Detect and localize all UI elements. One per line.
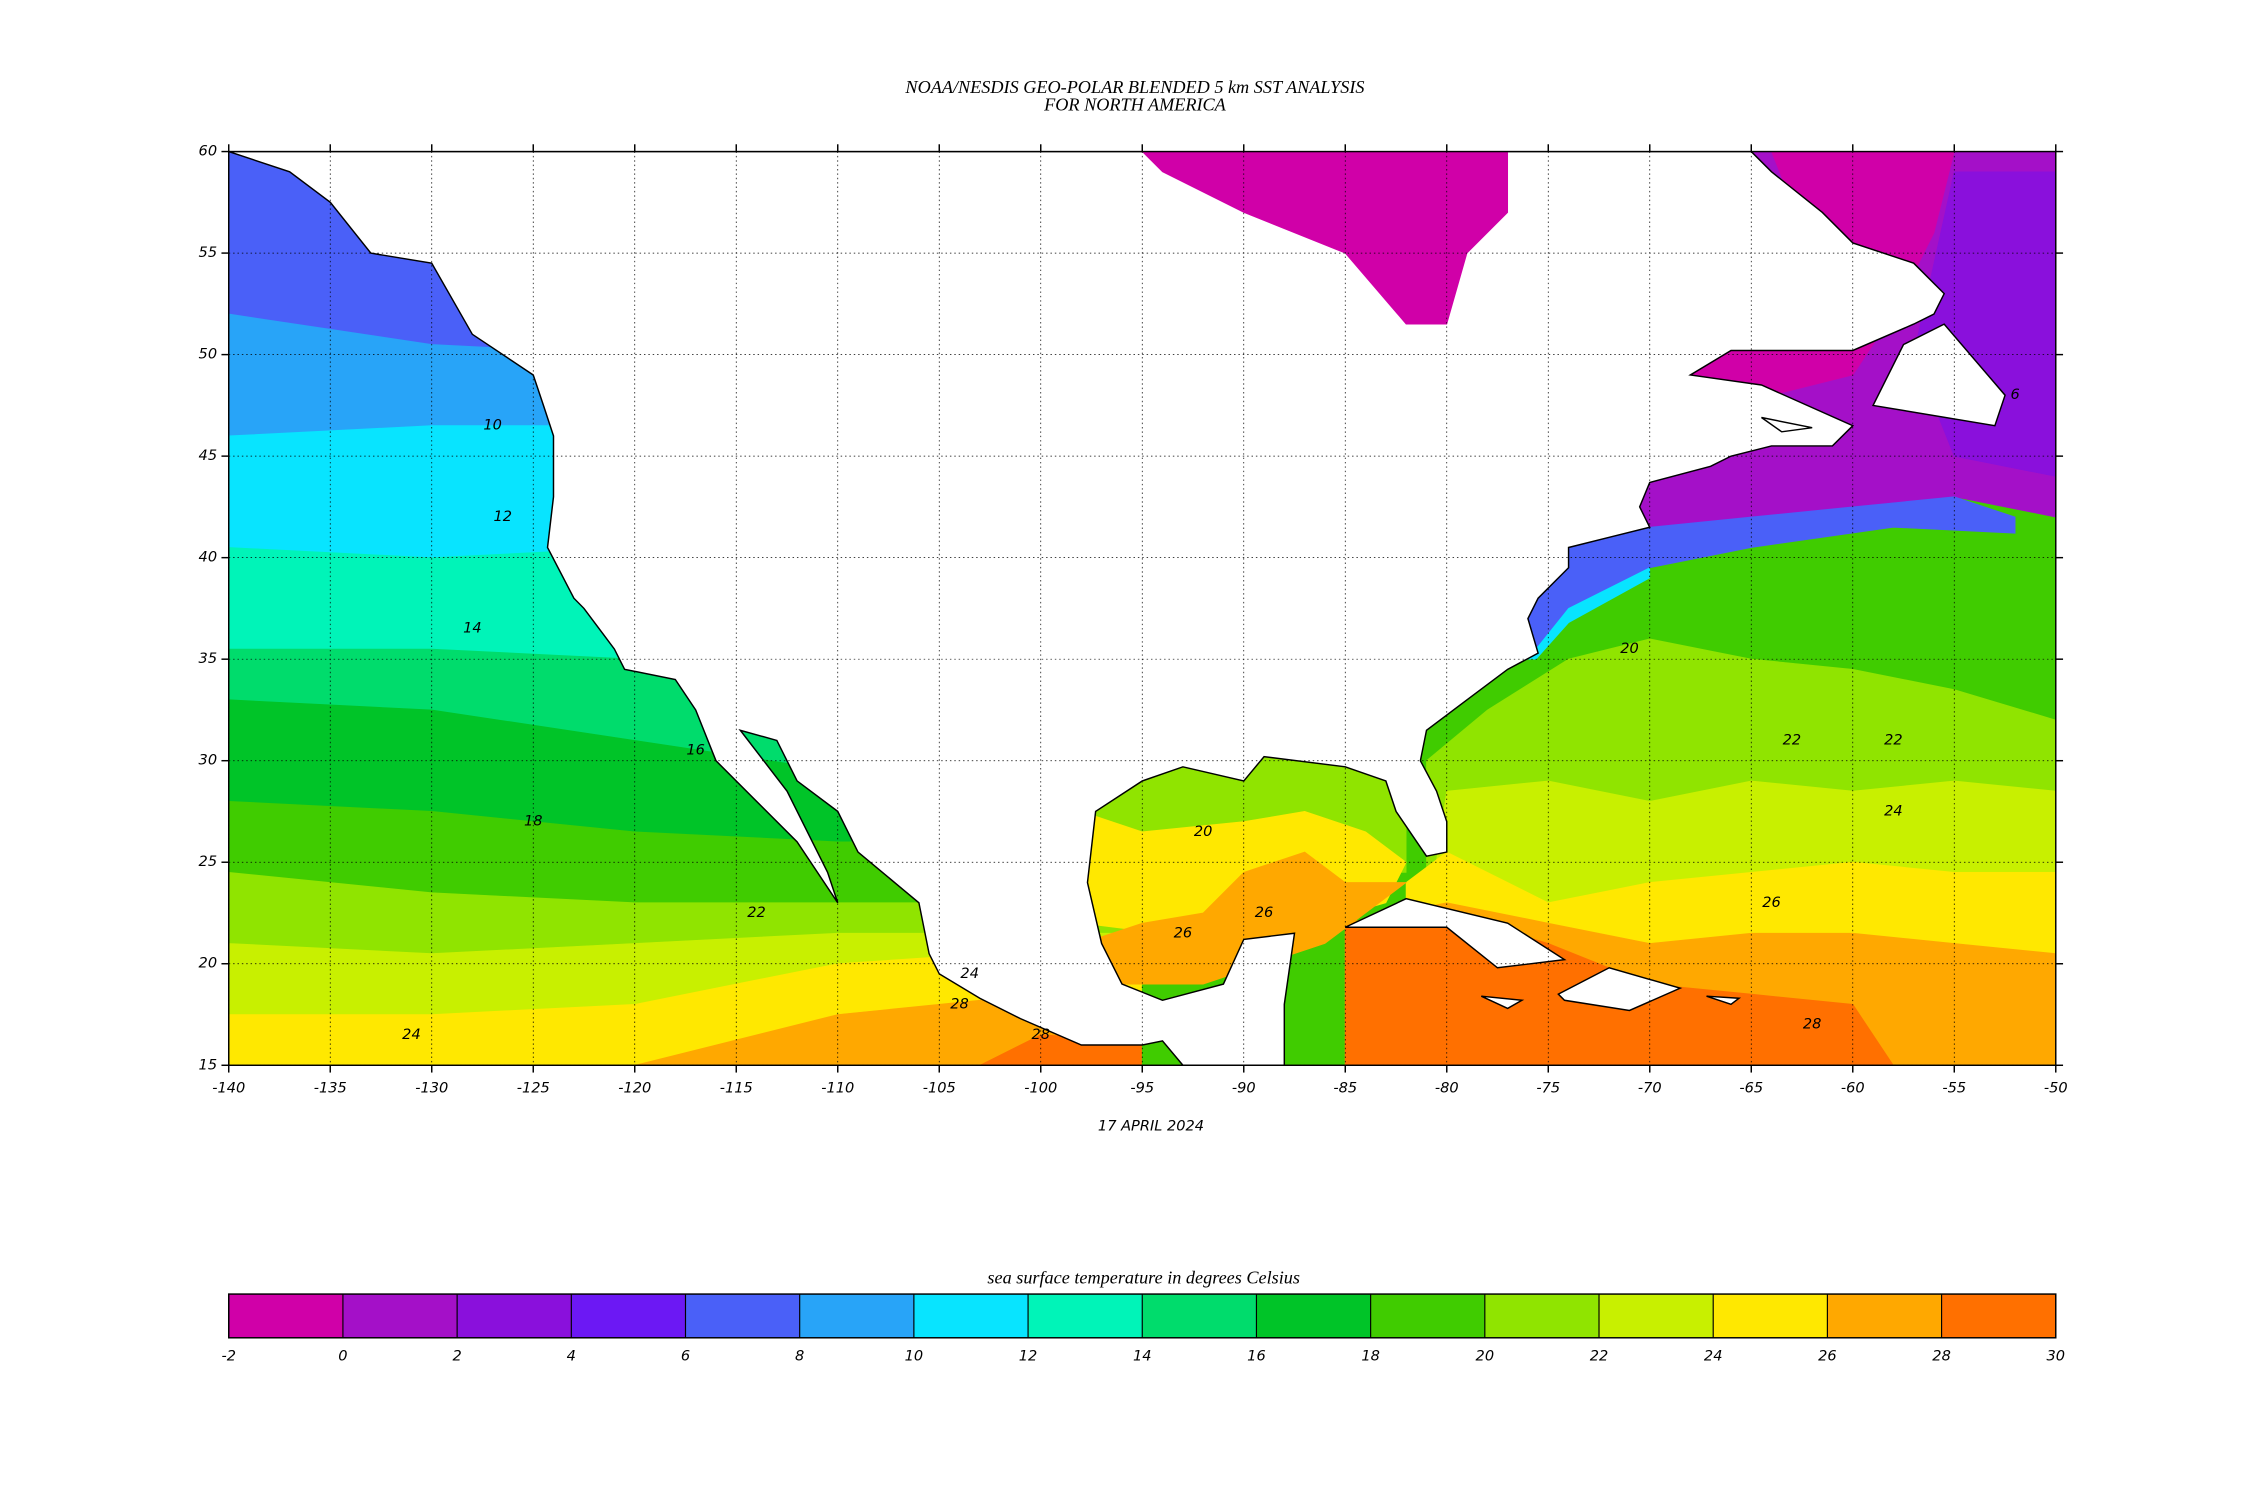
x-tick-label: -115 [720, 1080, 753, 1097]
x-tick-label: -100 [1024, 1080, 1057, 1097]
colorbar-segment [228, 1294, 343, 1338]
colorbar-segment [1599, 1294, 1714, 1338]
island [1344, 897, 1567, 969]
x-tick-label: -110 [821, 1080, 854, 1097]
date: 17 APRIL 2024 [1098, 1117, 1204, 1134]
contour-label: 24 [960, 965, 979, 982]
island [1761, 416, 1813, 433]
y-tick-label: 35 [199, 650, 218, 667]
colorbar-segment [457, 1294, 572, 1338]
colorbar-tick-label: 14 [1133, 1348, 1152, 1365]
subtitle: FOR NORTH AMERICA [1043, 95, 1227, 115]
colorbar-segment [1484, 1294, 1600, 1338]
contour-label: 28 [1031, 1026, 1050, 1043]
contour-label: 22 [1884, 731, 1903, 748]
colorbar-tick-label: 30 [2047, 1348, 2066, 1365]
contour-label: 20 [1194, 823, 1213, 840]
colorbar-tick-label: 28 [1932, 1348, 1951, 1365]
map-frame [228, 150, 2057, 1067]
title: NOAA/NESDIS GEO-POLAR BLENDED 5 km SST A… [904, 77, 1364, 97]
x-tick-label: -50 [2044, 1080, 2068, 1097]
x-tick-label: -75 [1536, 1080, 1560, 1097]
colorbar-tick-label: 22 [1590, 1348, 1609, 1365]
island [1480, 995, 1525, 1010]
colorbar-segment [571, 1294, 686, 1338]
y-tick-label: 45 [199, 447, 218, 464]
contour-label: 26 [1255, 904, 1274, 921]
colorbar-tick-label: -2 [221, 1348, 236, 1365]
colorbar-segment [1370, 1294, 1485, 1338]
colorbar-segment [1827, 1294, 1942, 1338]
island [1706, 995, 1742, 1006]
colorbar-segment [1142, 1294, 1257, 1338]
colorbar-tick-label: 2 [452, 1348, 461, 1365]
contour-label: 10 [483, 417, 502, 434]
colorbar-tick-label: 4 [567, 1348, 576, 1365]
colorbar-tick-label: 26 [1818, 1348, 1837, 1365]
colorbar-segment [913, 1294, 1029, 1338]
y-tick-label: 30 [199, 752, 218, 769]
contour-label: 22 [747, 904, 766, 921]
colorbar-segment [1941, 1294, 2056, 1338]
y-tick-label: 25 [199, 853, 218, 870]
contour-label: 26 [1174, 924, 1193, 941]
y-tick-label: 60 [199, 143, 218, 160]
colorbar-tick-label: 12 [1019, 1348, 1038, 1365]
colorbar-segment [1713, 1294, 1828, 1338]
contour-label: 14 [463, 620, 482, 637]
colorbar-tick-label: 6 [681, 1348, 690, 1365]
y-tick-label: 20 [199, 955, 218, 972]
colorbar-segment [685, 1294, 800, 1338]
colorbar-tick-label: 10 [905, 1348, 924, 1365]
contour-label: 28 [1803, 1016, 1822, 1033]
x-tick-label: -130 [415, 1080, 448, 1097]
colorbar-tick-label: 8 [795, 1348, 804, 1365]
x-tick-label: -105 [923, 1080, 956, 1097]
colorbar-label: sea surface temperature in degrees Celsi… [987, 1268, 1300, 1288]
x-tick-label: -135 [314, 1080, 347, 1097]
contour-label: 12 [494, 508, 513, 525]
y-tick-label: 15 [199, 1056, 218, 1073]
contour-label: 24 [1884, 802, 1903, 819]
x-tick-label: -85 [1333, 1080, 1357, 1097]
colorbar-tick-label: 18 [1361, 1348, 1380, 1365]
contour-label: 24 [402, 1026, 421, 1043]
colorbar-tick-label: 20 [1476, 1348, 1495, 1365]
colorbar-segment [342, 1294, 458, 1338]
x-tick-label: -90 [1232, 1080, 1256, 1097]
x-tick-label: -125 [517, 1080, 550, 1097]
colorbar-tick-label: 16 [1247, 1348, 1266, 1365]
colorbar-segment [1256, 1294, 1371, 1338]
x-tick-label: -80 [1435, 1080, 1459, 1097]
colorbar-tick-label: 24 [1704, 1348, 1723, 1365]
x-tick-label: -70 [1638, 1080, 1662, 1097]
hudson-bay [1141, 151, 1509, 325]
colorbar-segment [799, 1294, 914, 1338]
x-tick-label: -140 [212, 1080, 245, 1097]
contour-label: 20 [1620, 640, 1639, 657]
colorbar-tick-label: 0 [338, 1348, 347, 1365]
x-tick-label: -65 [1739, 1080, 1763, 1097]
colorbar-segment [1028, 1294, 1143, 1338]
contour-label: 16 [686, 742, 705, 759]
x-tick-label: -55 [1942, 1080, 1966, 1097]
colorbar-frame [228, 1293, 2057, 1339]
y-tick-label: 50 [199, 346, 218, 363]
contour-label: 28 [950, 995, 969, 1012]
contour-label: 22 [1783, 731, 1802, 748]
x-tick-label: -120 [618, 1080, 651, 1097]
contour-label: 26 [1762, 894, 1781, 911]
contour-label: 6 [2011, 386, 2020, 403]
x-tick-label: -60 [1841, 1080, 1865, 1097]
y-tick-label: 40 [199, 549, 218, 566]
x-tick-label: -95 [1130, 1080, 1154, 1097]
y-tick-label: 55 [199, 244, 218, 261]
